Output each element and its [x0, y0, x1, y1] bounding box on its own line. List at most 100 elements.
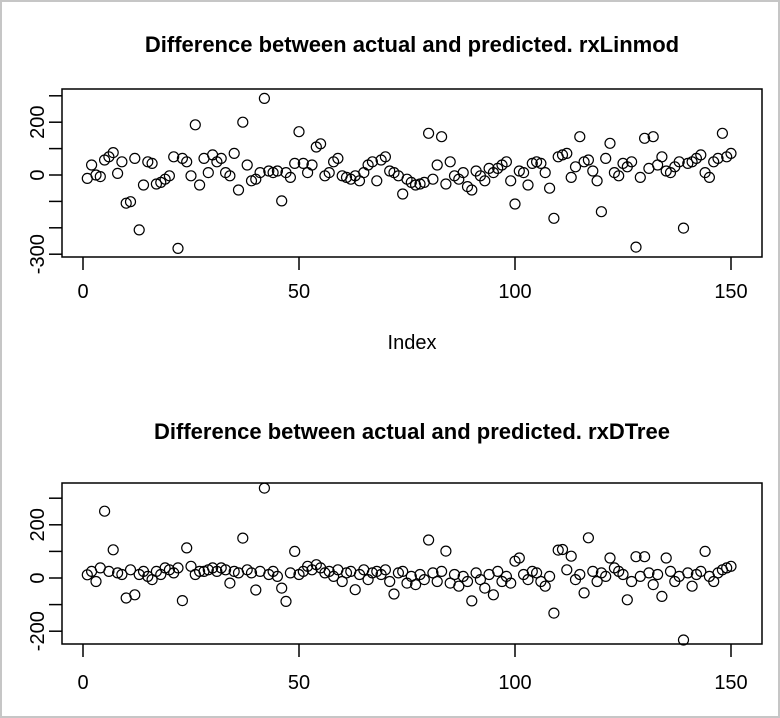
data-point	[85, 159, 98, 171]
data-point	[129, 589, 141, 601]
data-point	[548, 607, 560, 619]
data-point	[168, 151, 180, 163]
data-point	[600, 570, 612, 583]
data-point	[133, 224, 145, 236]
data-point	[427, 567, 439, 579]
data-point	[543, 570, 556, 583]
x-tick-label: 50	[288, 672, 310, 694]
data-point	[587, 565, 599, 578]
data-point	[643, 567, 655, 579]
data-point	[289, 157, 301, 169]
data-point	[220, 564, 232, 576]
data-point	[215, 152, 227, 164]
data-point	[561, 147, 573, 159]
data-point	[600, 152, 612, 164]
data-point	[565, 171, 577, 183]
data-point	[530, 567, 543, 579]
x-tick-label: 150	[714, 672, 747, 694]
data-point	[561, 564, 573, 576]
data-point	[487, 167, 499, 179]
data-point	[172, 242, 184, 254]
data-point	[116, 568, 128, 581]
data-point	[587, 165, 599, 177]
data-point	[466, 184, 478, 196]
data-point	[241, 159, 253, 171]
data-point	[582, 154, 595, 166]
data-point	[371, 175, 383, 187]
data-point	[289, 545, 301, 558]
data-point	[358, 167, 370, 179]
data-point	[189, 119, 201, 131]
data-point	[388, 588, 400, 600]
data-point	[181, 156, 193, 168]
data-point	[621, 594, 633, 606]
data-point	[638, 551, 651, 563]
y-tick-label: -300	[27, 234, 49, 274]
plot2-title: Difference between actual and predicted.…	[154, 419, 670, 444]
data-point	[716, 127, 729, 139]
data-point	[483, 162, 495, 174]
data-point	[505, 577, 517, 589]
data-point	[379, 564, 391, 576]
data-point	[548, 212, 560, 224]
plot2-rxdtree: 0 50 100 150 200 0 -200	[27, 482, 763, 694]
data-point	[466, 595, 478, 607]
data-point	[625, 156, 638, 168]
data-point	[595, 206, 608, 218]
data-point	[137, 179, 150, 191]
data-point	[129, 152, 141, 164]
data-point	[258, 482, 270, 494]
data-point	[427, 173, 439, 185]
plot-box	[61, 482, 763, 645]
data-point	[699, 545, 711, 558]
data-point	[103, 565, 115, 578]
x-tick-label: 100	[498, 672, 531, 694]
y-tick-label: 200	[27, 106, 49, 139]
data-point	[431, 575, 443, 588]
data-point	[379, 151, 391, 163]
data-point	[444, 156, 456, 168]
data-point	[513, 552, 525, 564]
data-point	[552, 544, 564, 556]
data-point	[237, 532, 249, 544]
data-point	[181, 542, 193, 554]
data-point	[98, 505, 111, 517]
data-point	[107, 147, 119, 159]
data-point	[517, 167, 530, 179]
data-point	[436, 565, 448, 578]
data-point	[306, 159, 318, 171]
data-point	[172, 562, 184, 574]
data-point	[332, 152, 344, 164]
data-point	[94, 171, 106, 183]
data-point	[686, 580, 698, 592]
data-point	[673, 156, 685, 168]
data-point	[103, 151, 115, 163]
data-point	[647, 578, 659, 591]
y-tick-label: 200	[27, 508, 49, 541]
data-point	[280, 595, 292, 608]
data-point	[574, 568, 586, 581]
data-point	[725, 560, 737, 572]
x-tick-label: 0	[77, 281, 88, 303]
data-point	[682, 567, 694, 579]
data-point	[232, 184, 245, 196]
data-point	[725, 147, 737, 159]
data-point	[410, 578, 422, 591]
data-point	[634, 171, 646, 183]
x-tick-label: 100	[498, 281, 531, 303]
data-point	[500, 156, 512, 168]
plot1-xaxis-title: Index	[388, 332, 437, 354]
data-point	[431, 159, 443, 171]
data-point	[487, 589, 499, 601]
data-point	[366, 156, 378, 168]
plot1-rxlinmod: 0 50 100 150 200 0 -300	[27, 88, 763, 303]
data-point	[258, 92, 270, 105]
data-point	[591, 175, 603, 187]
data-point	[565, 550, 577, 562]
data-point	[194, 179, 206, 191]
data-point	[124, 564, 137, 576]
data-point	[457, 167, 469, 179]
data-point	[522, 179, 534, 191]
data-point	[651, 568, 664, 581]
